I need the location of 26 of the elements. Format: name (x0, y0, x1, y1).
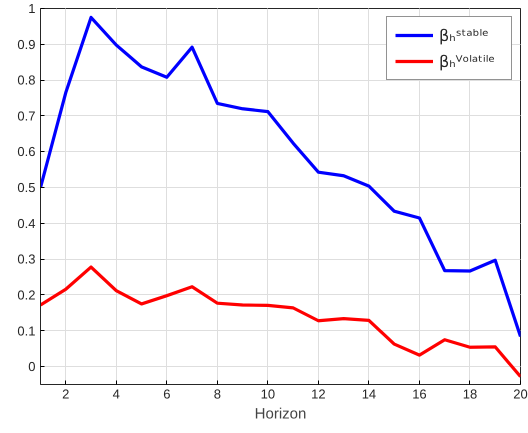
line-series (40, 265, 520, 378)
y-tick-label: 0.1 (17, 323, 36, 338)
x-tick-label: 20 (513, 386, 528, 402)
y-tick-label: 0 (28, 359, 36, 374)
legend-label: βₕˢᵗᵃᵇˡᵉ (439, 25, 490, 45)
line-series (40, 16, 520, 338)
x-tick-label: 18 (462, 386, 478, 402)
y-tick-label: 0.6 (17, 144, 36, 160)
y-tick-label: 0.8 (17, 72, 36, 88)
y-tick-label: 1 (28, 1, 36, 16)
y-tick-label: 0.9 (17, 36, 36, 52)
y-tick-label: 0.7 (17, 108, 36, 124)
x-tick-label: 8 (214, 386, 221, 402)
x-tick-label: 2 (62, 386, 70, 402)
y-tick-label: 0.4 (17, 216, 36, 231)
x-tick-label: 12 (311, 386, 326, 402)
y-tick-label: 0.5 (17, 180, 36, 196)
y-tick-label: 0.3 (17, 252, 36, 267)
x-tick-label: 6 (163, 386, 170, 402)
x-tick-label: 16 (412, 386, 427, 402)
legend-label: βₕⱽᵒˡᵃᵗⁱˡᵉ (439, 51, 496, 71)
x-tick-label: 14 (362, 386, 376, 402)
x-axis-title: Horizon (254, 406, 306, 422)
y-tick-label: 0.2 (17, 287, 36, 302)
x-tick-label: 4 (112, 386, 120, 402)
x-tick-label: 10 (260, 386, 276, 402)
